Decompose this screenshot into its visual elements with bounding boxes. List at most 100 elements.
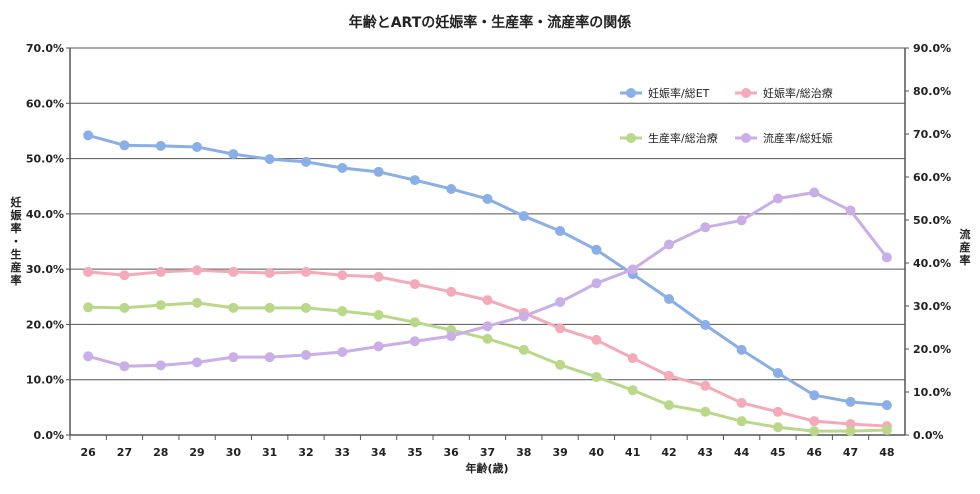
- data-point: [300, 266, 311, 277]
- data-point: [409, 336, 420, 347]
- x-tick-label: 45: [770, 446, 785, 459]
- data-point: [446, 286, 457, 297]
- data-point: [119, 302, 130, 313]
- data-point: [373, 271, 384, 282]
- data-point: [591, 278, 602, 289]
- axis-label-char: 率: [960, 253, 971, 267]
- x-tick-label: 38: [516, 446, 531, 459]
- axis-label-char: 流: [960, 227, 971, 241]
- data-point: [264, 352, 275, 363]
- data-point: [700, 406, 711, 417]
- data-point: [482, 321, 493, 332]
- y-axis-label: 妊娠率・生産率: [10, 195, 23, 287]
- x-tick-label: 34: [371, 446, 387, 459]
- data-point: [555, 359, 566, 370]
- data-point: [736, 397, 747, 408]
- x-tick-label: 32: [298, 446, 313, 459]
- y2-tick-label: 70.0%: [913, 128, 951, 141]
- data-point: [881, 425, 892, 436]
- legend-item: 妊娠率/総ET: [620, 86, 710, 100]
- data-point: [155, 140, 166, 151]
- data-point: [119, 270, 130, 281]
- axis-label-char: 産: [960, 240, 971, 254]
- data-point: [119, 361, 130, 372]
- x-tick-label: 35: [407, 446, 422, 459]
- x-tick-label: 41: [625, 446, 640, 459]
- data-point: [591, 371, 602, 382]
- data-point: [83, 302, 94, 313]
- data-point: [83, 351, 94, 362]
- data-point: [228, 266, 239, 277]
- data-point: [736, 416, 747, 427]
- data-point: [845, 396, 856, 407]
- data-point: [664, 293, 675, 304]
- data-point: [664, 400, 675, 411]
- data-point: [264, 302, 275, 313]
- legend-swatch-marker: [741, 133, 751, 143]
- axis-label-char: 率: [11, 221, 22, 235]
- y2-tick-label: 10.0%: [913, 386, 951, 399]
- y-tick-label: 20.0%: [26, 318, 64, 331]
- data-point: [845, 426, 856, 437]
- series-2: [83, 265, 892, 432]
- y-tick-label: 60.0%: [26, 97, 64, 110]
- legend-label: 生産率/総治療: [648, 131, 718, 145]
- data-point: [700, 380, 711, 391]
- axes: 0.0% 10.0% 20.0% 30.0% 40.0% 50.0% 60.0% 70.0% 0…: [26, 42, 951, 459]
- legend-swatch-marker: [741, 88, 751, 98]
- x-tick-label: 48: [879, 446, 894, 459]
- y2-tick-label: 30.0%: [913, 300, 951, 313]
- data-point: [83, 130, 94, 141]
- data-point: [409, 279, 420, 290]
- data-point: [83, 266, 94, 277]
- axis-label-char: 率: [11, 273, 22, 287]
- series-3: [83, 297, 892, 437]
- y2-tick-label: 60.0%: [913, 171, 951, 184]
- data-point: [627, 353, 638, 364]
- legend-item: 流産率/総妊娠: [735, 131, 833, 145]
- data-point: [337, 270, 348, 281]
- x-tick-label: 43: [698, 446, 713, 459]
- y-tick-label: 40.0%: [26, 208, 64, 221]
- legend-item: 生産率/総治療: [620, 131, 718, 145]
- y2-tick-label: 80.0%: [913, 85, 951, 98]
- legend-label: 妊娠率/総治療: [763, 86, 833, 100]
- data-point: [155, 266, 166, 277]
- series-group: [83, 130, 892, 437]
- data-point: [627, 385, 638, 396]
- x-tick-label: 31: [262, 446, 277, 459]
- data-point: [809, 426, 820, 437]
- data-point: [555, 297, 566, 308]
- data-point: [881, 252, 892, 263]
- y-tick-label: 0.0%: [33, 429, 64, 442]
- data-point: [482, 193, 493, 204]
- legend-label: 妊娠率/総ET: [648, 86, 710, 100]
- legend-label: 流産率/総妊娠: [763, 131, 833, 145]
- legend-item: 妊娠率/総治療: [735, 86, 833, 100]
- data-point: [772, 422, 783, 433]
- data-point: [155, 300, 166, 311]
- x-tick-label: 28: [153, 446, 168, 459]
- data-point: [772, 406, 783, 417]
- axis-label-char: ・: [11, 235, 22, 248]
- data-point: [228, 352, 239, 363]
- x-tick-label: 33: [335, 446, 350, 459]
- data-point: [664, 370, 675, 381]
- data-point: [337, 347, 348, 358]
- data-point: [373, 310, 384, 321]
- data-point: [700, 319, 711, 330]
- data-point: [591, 334, 602, 345]
- x-tick-label: 36: [444, 446, 460, 459]
- x-tick-label: 44: [734, 446, 750, 459]
- x-tick-label: 46: [807, 446, 823, 459]
- data-point: [300, 350, 311, 361]
- y2-tick-label: 90.0%: [913, 42, 951, 55]
- axis-label-char: 妊: [11, 195, 22, 209]
- data-point: [192, 357, 203, 368]
- data-point: [482, 295, 493, 306]
- data-point: [446, 331, 457, 342]
- data-point: [409, 317, 420, 328]
- y2-tick-label: 40.0%: [913, 257, 951, 270]
